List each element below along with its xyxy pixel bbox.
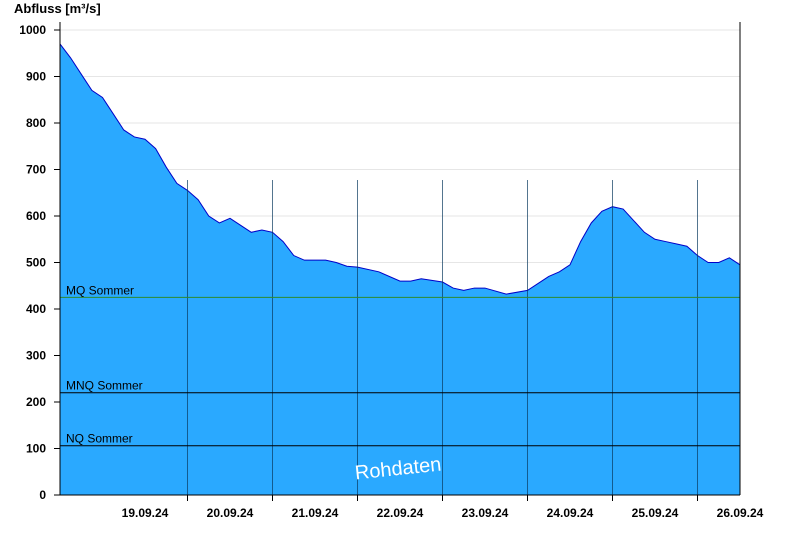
y-tick-label: 400 [26,302,46,316]
x-tick-label: 24.09.24 [547,506,594,520]
x-tick-label: 25.09.24 [632,506,679,520]
y-tick-label: 200 [26,395,46,409]
x-tick-label: 22.09.24 [377,506,424,520]
y-tick-label: 100 [26,442,46,456]
axes [59,22,741,496]
y-tick-label: 1000 [19,23,46,37]
discharge-line [59,43,741,295]
y-tick-label: 700 [26,163,46,177]
y-tick-label: 300 [26,349,46,363]
x-ticks: 19.09.24 20.09.24 21.09.24 22.09.24 23.09.24… [122,495,764,520]
x-tick-label: 19.09.24 [122,506,169,520]
reference-lines: MQ Sommer MNQ Sommer NQ Sommer [60,283,740,447]
x-tick-label: 23.09.24 [462,506,509,520]
y-axis-label: Abfluss [m³/s] [14,1,101,16]
x-tick-label: 21.09.24 [292,506,339,520]
reference-label: NQ Sommer [66,432,133,446]
reference-label: MNQ Sommer [66,379,143,393]
y-tick-label: 0 [39,488,46,502]
discharge-area [60,43,740,495]
x-tick-label: 20.09.24 [207,506,254,520]
y-tick-label: 500 [26,256,46,270]
y-tick-label: 900 [26,70,46,84]
reference-label: MQ Sommer [66,283,134,297]
day-lines [187,180,698,495]
y-tick-label: 600 [26,209,46,223]
y-ticks: 0 100 200 300 400 500 600 700 800 900 1000 [19,23,60,502]
y-tick-label: 800 [26,116,46,130]
area-layer [59,43,741,495]
x-tick-label: 26.09.24 [717,506,764,520]
